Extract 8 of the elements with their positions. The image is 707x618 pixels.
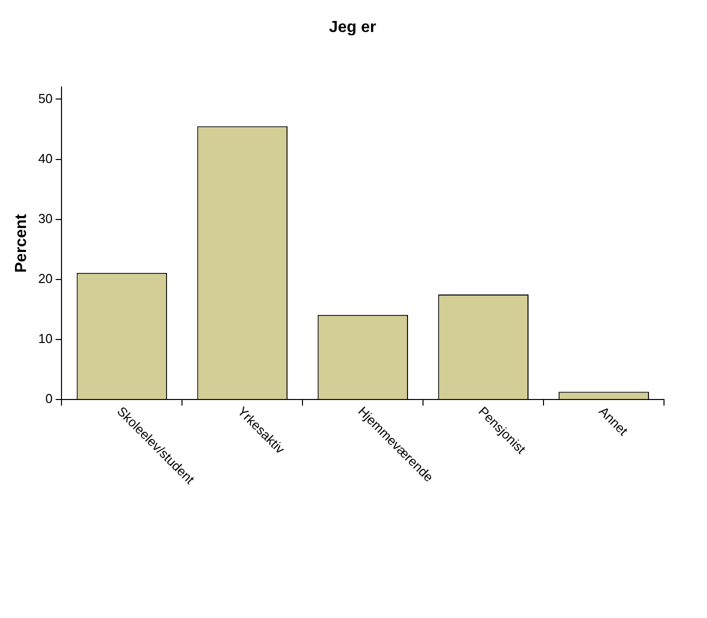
y-tick-label: 40 <box>38 150 53 166</box>
y-tick-label: 50 <box>38 90 53 106</box>
y-tick-label: 0 <box>45 391 53 406</box>
y-tick-label: 20 <box>38 271 53 286</box>
y-tick-label: 10 <box>38 331 53 346</box>
y-axis-title: Percent <box>13 213 30 273</box>
chart-title: Jeg er <box>328 19 376 36</box>
y-tick-label: 30 <box>38 210 53 226</box>
